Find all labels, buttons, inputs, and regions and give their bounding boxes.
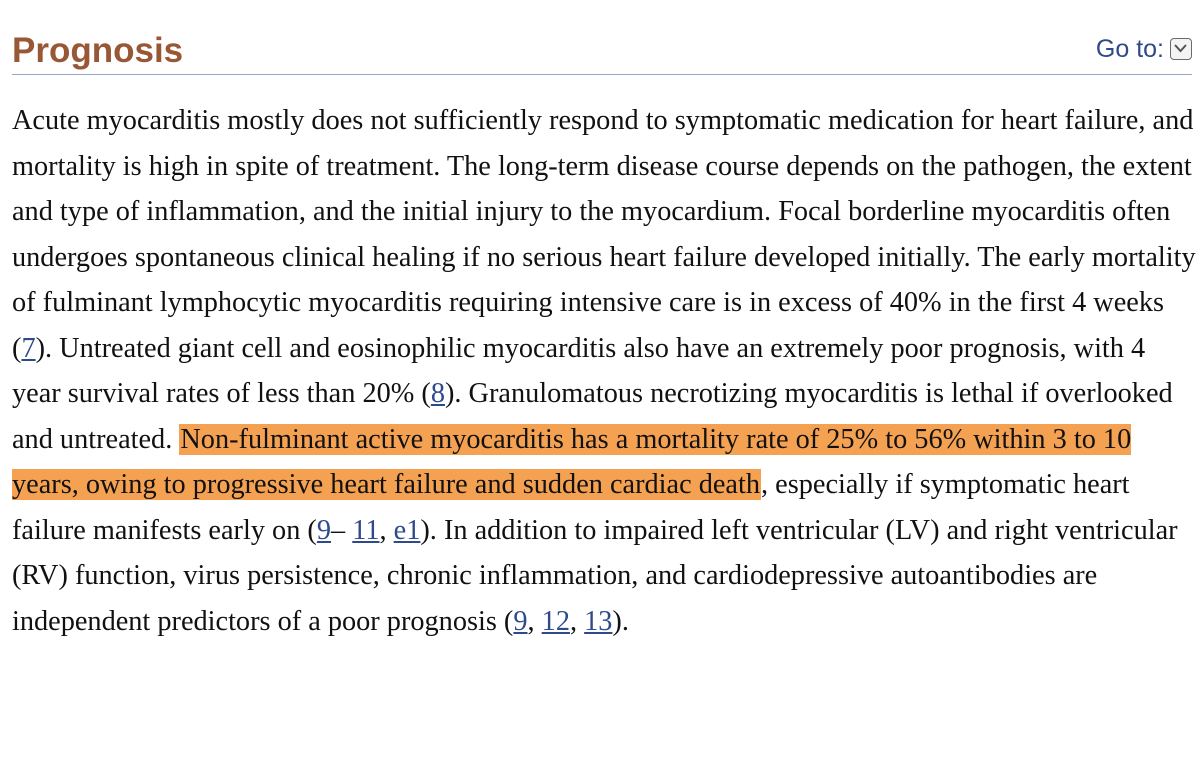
goto-label[interactable]: Go to: [1095,35,1164,63]
goto-menu[interactable]: Go to: [1096,34,1192,64]
paragraph-text: ). In addition to impaired left ventricu… [12,514,1178,637]
reference-link-7[interactable]: 7 [21,332,36,364]
reference-link-13[interactable]: 13 [584,605,613,637]
reference-link-11[interactable]: 11 [352,514,380,546]
reference-link-9[interactable]: 9 [513,605,528,637]
paragraph-text: ). Untreated giant cell and eosinophilic… [12,332,1146,410]
paragraph-text: ). Granulomatous necrotizing myocarditis… [12,378,1173,455]
separator-comma: , [569,605,585,637]
range-dash: – [331,514,353,546]
section-header: Prognosis Go to: [12,28,1192,75]
chevron-down-icon[interactable] [1170,38,1192,60]
section-title: Prognosis [12,31,184,70]
paragraph-text: , especially if symptomatic heart failur… [12,469,1130,546]
reference-link-8[interactable]: 8 [430,378,445,409]
paragraph-text: ). [612,605,629,637]
reference-link-e1[interactable]: e1 [393,514,421,546]
separator-comma: , [379,514,387,546]
reference-link-9[interactable]: 9 [316,514,332,546]
separator-comma: , [527,605,542,637]
reference-link-12[interactable]: 12 [541,605,570,637]
prognosis-paragraph: Acute myocarditis mostly does not suffic… [12,98,1197,644]
paragraph-text: Acute myocarditis mostly does not suffic… [12,105,1196,364]
